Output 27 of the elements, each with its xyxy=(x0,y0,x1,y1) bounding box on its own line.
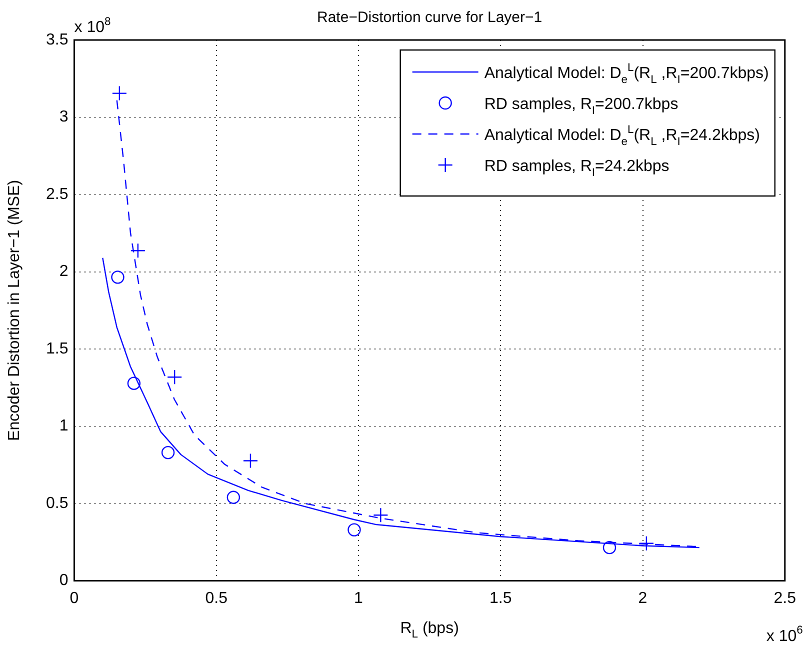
y-tick-label: 3.5 xyxy=(46,31,68,48)
y-tick-label: 0.5 xyxy=(46,494,68,512)
point xyxy=(130,243,146,258)
point xyxy=(348,523,361,536)
point xyxy=(226,490,240,504)
x-tick-label: 2.5 xyxy=(774,590,796,607)
x-tick-label: 2 xyxy=(638,590,648,607)
y-tick-label: 1.5 xyxy=(46,340,68,358)
point xyxy=(161,446,175,460)
point xyxy=(127,376,141,390)
point xyxy=(111,270,124,284)
y-axis-title: Encoder Distortion in Layer−1 (MSE) xyxy=(6,180,24,441)
y-tick-label: 2.5 xyxy=(46,186,68,203)
point xyxy=(373,508,388,523)
y-tick-label: 2 xyxy=(59,263,68,280)
x-tick-label: 1 xyxy=(354,590,364,607)
point xyxy=(166,370,182,385)
y-tick-label: 1 xyxy=(59,418,68,435)
point xyxy=(242,453,258,468)
chart-title: Rate−Distortion curve for Layer−1 xyxy=(317,9,542,26)
x-tick-label: 0.5 xyxy=(205,590,228,607)
x-tick-label: 1.5 xyxy=(490,590,512,607)
y-tick-label: 0 xyxy=(59,572,68,590)
y-tick-label: 3 xyxy=(59,108,68,126)
point xyxy=(112,86,128,101)
point xyxy=(602,540,616,554)
point xyxy=(638,536,654,552)
